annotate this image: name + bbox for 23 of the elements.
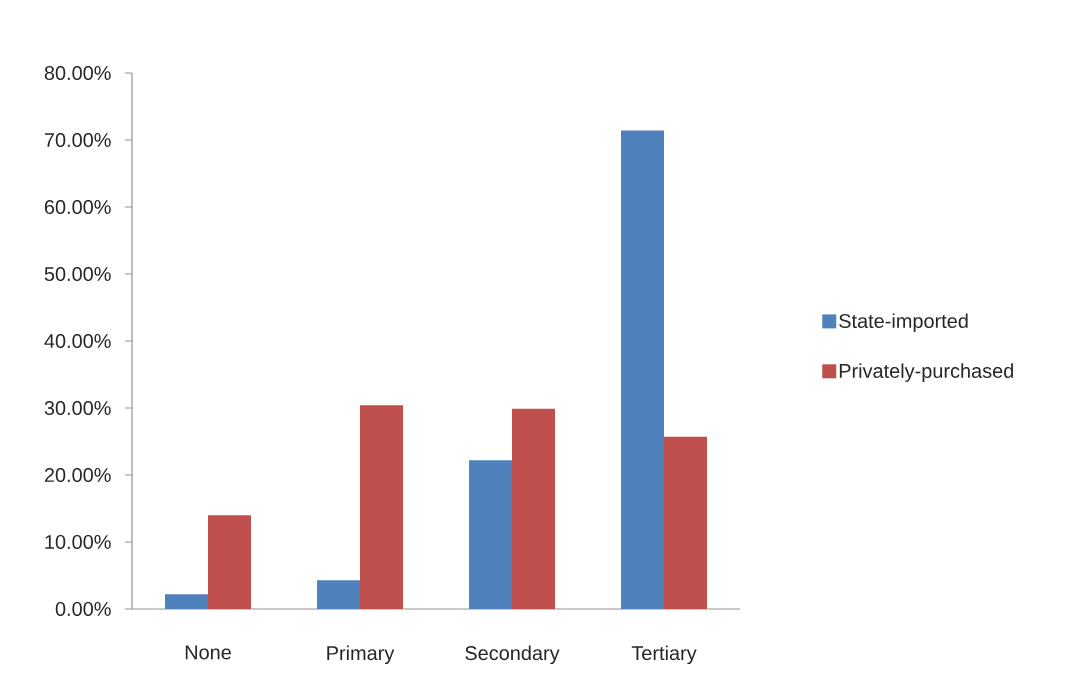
y-tick-label: 20.00% <box>44 467 111 483</box>
y-tick-label: 60.00% <box>44 199 111 215</box>
bar <box>317 580 360 609</box>
y-tick-label: 40.00% <box>44 333 111 349</box>
x-tick-label: Secondary <box>465 645 560 665</box>
y-tick-label: 50.00% <box>44 266 111 282</box>
bar <box>208 515 251 609</box>
legend-label: Privately-purchased <box>839 363 1014 382</box>
x-tick-label: Tertiary <box>631 645 697 665</box>
legend-label: State-imported <box>839 313 968 333</box>
y-tick-label: 10.00% <box>45 534 111 550</box>
y-tick-label: 30.00% <box>44 400 111 416</box>
y-tick-label: 70.00% <box>44 132 111 148</box>
bar <box>621 130 664 609</box>
bar <box>664 436 708 609</box>
bar <box>165 594 208 609</box>
bar <box>360 405 403 609</box>
y-tick-label: 0.00% <box>55 601 111 617</box>
x-tick-label: None <box>185 645 231 660</box>
x-tick-label: Primary <box>327 645 395 665</box>
bar <box>512 408 555 609</box>
bar <box>469 460 512 609</box>
y-tick-label: 80.00% <box>44 65 111 81</box>
